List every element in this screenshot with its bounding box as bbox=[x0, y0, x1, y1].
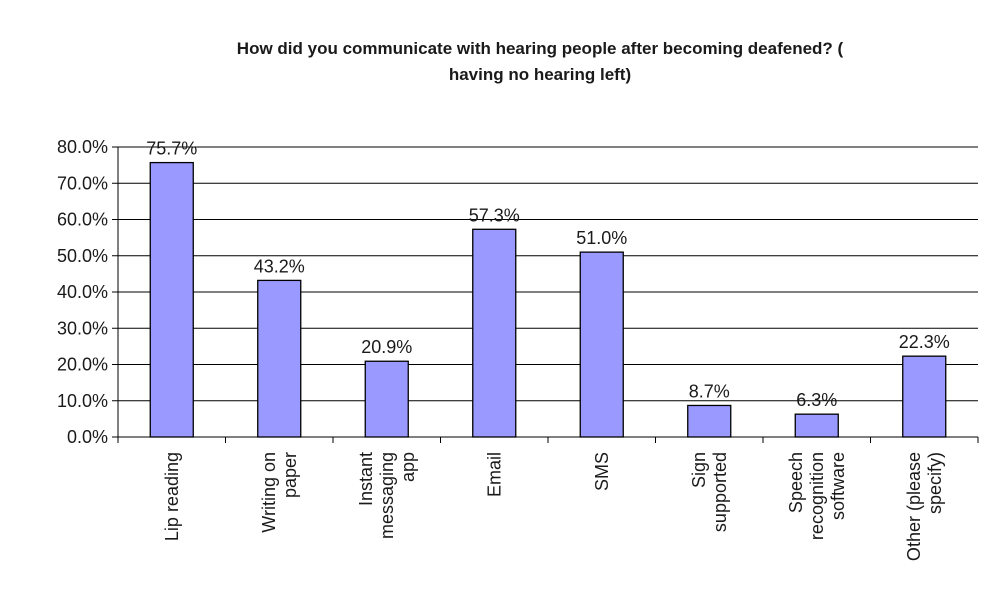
category-label: Instant messaging app bbox=[356, 452, 418, 539]
category-label: Email bbox=[484, 452, 504, 497]
category-label-line: recognition bbox=[807, 452, 827, 540]
y-tick-label: 50.0% bbox=[57, 246, 108, 266]
y-tick-label: 80.0% bbox=[57, 137, 108, 157]
data-label: 22.3% bbox=[899, 332, 950, 352]
category-label-line: Speech bbox=[786, 452, 806, 513]
data-label: 8.7% bbox=[689, 381, 730, 401]
data-label: 75.7% bbox=[146, 139, 197, 159]
category-label-line: software bbox=[828, 452, 848, 520]
category-label: Lip reading bbox=[162, 452, 182, 541]
category-label-line: messaging bbox=[377, 452, 397, 539]
category-label-line: specify) bbox=[925, 452, 945, 514]
category-label-line: Sign bbox=[689, 452, 709, 488]
bar bbox=[257, 279, 302, 438]
data-label: 57.3% bbox=[469, 205, 520, 225]
category-label-line: SMS bbox=[592, 452, 612, 491]
bar bbox=[794, 413, 839, 438]
bar bbox=[902, 355, 947, 438]
bar bbox=[364, 360, 409, 438]
category-label: SMS bbox=[592, 452, 612, 491]
y-tick-label: 70.0% bbox=[57, 173, 108, 193]
y-axis-ticks: 0.0% 10.0% 20.0% 30.0% 40.0% 50.0% 60.0% 70.0% 8… bbox=[57, 137, 118, 447]
category-label-line: paper bbox=[280, 452, 300, 498]
category-label-line: app bbox=[398, 452, 418, 482]
data-labels: 75.7% 43.2% 20.9% 57.3% 51.0% 8.7% 6.3% 22.3% bbox=[146, 139, 950, 411]
chart-title-line: having no hearing left) bbox=[449, 65, 631, 84]
data-label: 20.9% bbox=[361, 337, 412, 357]
data-label: 43.2% bbox=[254, 256, 305, 276]
y-tick-label: 40.0% bbox=[57, 282, 108, 302]
category-label-line: Lip reading bbox=[162, 452, 182, 541]
category-label-line: Instant bbox=[356, 452, 376, 506]
x-axis bbox=[117, 147, 979, 443]
bar bbox=[579, 251, 624, 438]
bar bbox=[687, 404, 732, 438]
category-labels: Lip reading Writing on paper Instant messagi… bbox=[162, 452, 945, 561]
bars bbox=[149, 161, 947, 438]
category-label: Other (please specify) bbox=[904, 452, 945, 561]
data-label: 51.0% bbox=[576, 228, 627, 248]
category-label: Writing on paper bbox=[259, 452, 300, 533]
gridlines bbox=[118, 146, 978, 402]
bar bbox=[472, 228, 517, 438]
data-label: 6.3% bbox=[796, 390, 837, 410]
category-label: Sign supported bbox=[689, 452, 730, 532]
category-label: Speech recognition software bbox=[786, 452, 848, 540]
category-label-line: supported bbox=[710, 452, 730, 532]
bar bbox=[149, 161, 194, 438]
y-tick-label: 30.0% bbox=[57, 318, 108, 338]
chart-title: How did you communicate with hearing peo… bbox=[237, 39, 844, 84]
y-tick-label: 0.0% bbox=[67, 427, 108, 447]
y-tick-label: 10.0% bbox=[57, 391, 108, 411]
category-label-line: Writing on bbox=[259, 452, 279, 533]
category-label-line: Email bbox=[484, 452, 504, 497]
chart-title-line: How did you communicate with hearing peo… bbox=[237, 39, 844, 58]
category-label-line: Other (please bbox=[904, 452, 924, 561]
y-tick-label: 20.0% bbox=[57, 355, 108, 375]
y-tick-label: 60.0% bbox=[57, 210, 108, 230]
